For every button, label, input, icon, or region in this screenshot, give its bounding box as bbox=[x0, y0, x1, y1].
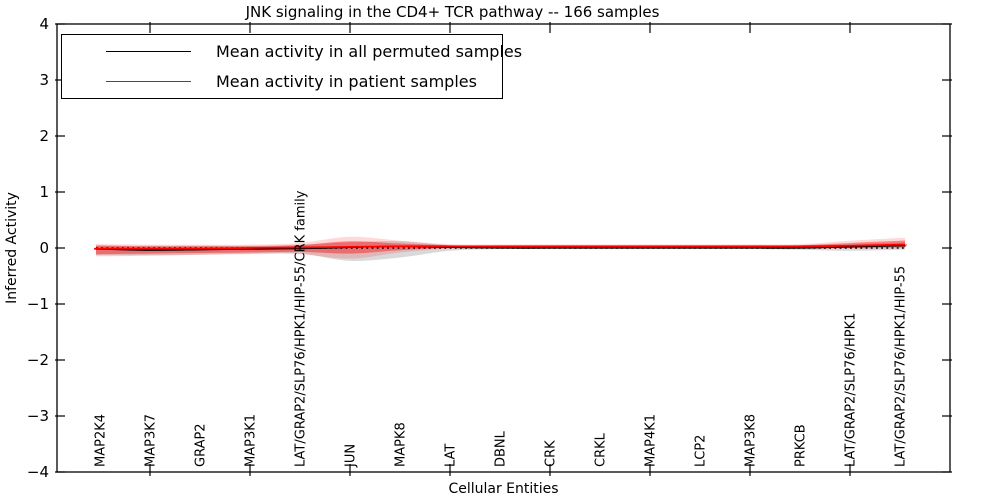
permuted-mean-line bbox=[94, 245, 907, 251]
y-tick-label: −1 bbox=[27, 295, 49, 313]
entity-label: MAP3K7 bbox=[144, 414, 159, 467]
entity-label: JUN bbox=[344, 444, 359, 468]
y-tick-label: −3 bbox=[27, 407, 49, 425]
y-tick-label: 2 bbox=[39, 127, 49, 145]
legend-entry-patient: Mean activity in patient samples bbox=[62, 68, 502, 96]
legend-entry-permuted: Mean activity in all permuted samples bbox=[62, 37, 522, 65]
entity-label: MAP3K1 bbox=[244, 414, 259, 467]
y-tick-label: 0 bbox=[39, 239, 49, 257]
y-tick-label: −4 bbox=[27, 463, 49, 481]
entity-label: LAT/GRAP2/SLP76/HPK1 bbox=[844, 313, 859, 467]
entity-label: DBNL bbox=[494, 430, 509, 467]
entity-label: GRAP2 bbox=[194, 423, 209, 467]
y-axis-label: Inferred Activity bbox=[4, 192, 20, 304]
y-tick-label: 1 bbox=[39, 183, 49, 201]
entity-label: CRK bbox=[544, 440, 559, 467]
entity-label: MAP2K4 bbox=[94, 414, 109, 467]
entity-label: LCP2 bbox=[694, 435, 709, 467]
x-axis-label: Cellular Entities bbox=[448, 481, 559, 497]
entity-label: MAP3K8 bbox=[744, 414, 759, 467]
entity-label: MAP4K1 bbox=[644, 414, 659, 467]
legend-line-sample-permuted bbox=[106, 50, 191, 52]
patient-mean-line bbox=[94, 243, 907, 250]
legend-label: Mean activity in all permuted samples bbox=[216, 41, 523, 61]
chart-title: JNK signaling in the CD4+ TCR pathway --… bbox=[245, 3, 660, 21]
y-tick-label: 3 bbox=[39, 71, 49, 89]
legend: Mean activity in all permuted samples Me… bbox=[61, 34, 522, 99]
legend-line-sample-patient bbox=[106, 81, 191, 83]
entity-label: CRKL bbox=[594, 432, 609, 467]
entity-label: LAT/GRAP2/SLP76/HPK1/HIP-55 bbox=[894, 266, 909, 467]
entity-label: LAT/GRAP2/SLP76/HPK1/HIP-55/CRK family bbox=[294, 190, 309, 467]
entity-label: PRKCB bbox=[794, 424, 809, 467]
entity-label: LAT bbox=[444, 444, 459, 467]
y-tick-label: −2 bbox=[27, 351, 49, 369]
legend-label: Mean activity in patient samples bbox=[216, 72, 477, 92]
y-tick-label: 4 bbox=[39, 15, 49, 33]
entity-label: MAPK8 bbox=[394, 422, 409, 467]
